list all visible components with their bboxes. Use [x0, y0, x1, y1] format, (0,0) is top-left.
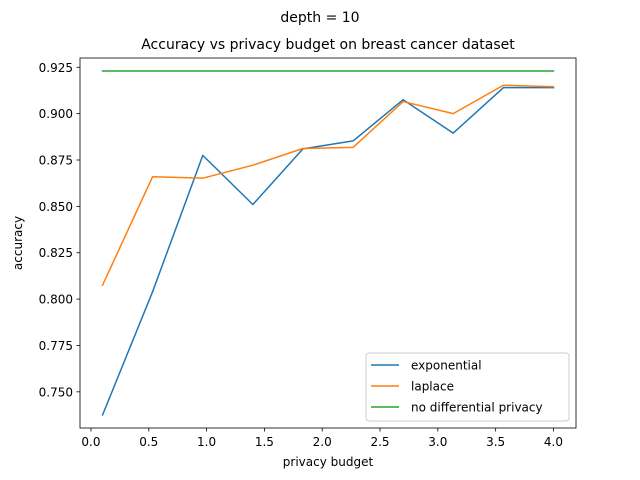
- y-tick-label: 0.775: [39, 339, 73, 353]
- legend-label-laplace: laplace: [411, 380, 454, 394]
- y-axis-label: accuracy: [11, 216, 25, 270]
- legend: exponential laplace no differential privac…: [365, 352, 570, 422]
- plot-area: [79, 57, 577, 429]
- x-axis-label: privacy budget: [283, 455, 374, 469]
- x-tick-label: 0.0: [81, 435, 100, 449]
- y-tick-label: 0.850: [39, 200, 73, 214]
- x-tick-label: 1.5: [255, 435, 274, 449]
- series-layer: [101, 70, 555, 416]
- chart-suptitle: depth = 10: [280, 10, 359, 26]
- series-line-laplace: [101, 84, 555, 287]
- y-tick-label: 0.750: [39, 385, 73, 399]
- chart-title: Accuracy vs privacy budget on breast can…: [141, 37, 515, 53]
- x-tick-label: 2.5: [370, 435, 389, 449]
- legend-box: [365, 352, 570, 422]
- y-tick-label: 0.800: [39, 293, 73, 307]
- y-tick-label: 0.875: [39, 154, 73, 168]
- x-tick-label: 4.0: [544, 435, 563, 449]
- y-axis: 0.750 0.775 0.800 0.825 0.850 0.875 0.900 0.925: [39, 61, 80, 399]
- plot-frame: [79, 57, 577, 429]
- legend-label-exponential: exponential: [411, 359, 482, 373]
- y-tick-label: 0.825: [39, 246, 73, 260]
- y-tick-label: 0.925: [39, 61, 73, 75]
- x-tick-label: 1.0: [197, 435, 216, 449]
- x-tick-label: 2.0: [313, 435, 332, 449]
- x-axis: 0.0 0.5 1.0 1.5 2.0 2.5 3.0 3.5 4.0: [81, 428, 563, 449]
- x-tick-label: 0.5: [139, 435, 158, 449]
- y-tick-label: 0.900: [39, 107, 73, 121]
- x-tick-label: 3.5: [486, 435, 505, 449]
- x-tick-label: 3.0: [428, 435, 447, 449]
- legend-label-no-differential-privacy: no differential privacy: [411, 401, 543, 415]
- series-line-exponential: [101, 86, 555, 416]
